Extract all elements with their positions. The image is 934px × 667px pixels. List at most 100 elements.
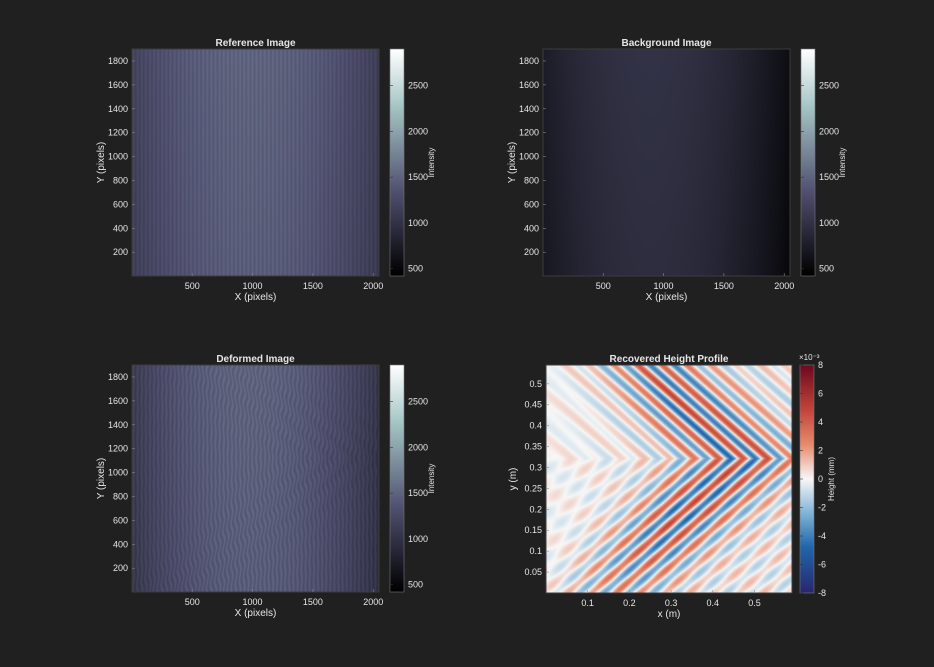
y-tick-label: 1400 xyxy=(108,104,128,114)
y-tick-label: 0.45 xyxy=(524,400,542,410)
y-tick-label: 1800 xyxy=(108,372,128,382)
y-tick-label: 1000 xyxy=(108,152,128,162)
colorbar-tick-label: 2000 xyxy=(819,126,839,136)
axes-frame xyxy=(131,364,380,593)
y-tick-label: 0.3 xyxy=(529,462,542,472)
x-tick-label: 0.2 xyxy=(623,598,636,608)
colorbar-label: Intensity xyxy=(427,464,436,494)
y-tick-label: 0.25 xyxy=(524,483,542,493)
x-tick-label: 0.4 xyxy=(707,598,720,608)
colorbar-frame xyxy=(800,48,816,277)
y-tick-label: 1600 xyxy=(108,80,128,90)
subplot-3 xyxy=(131,364,405,593)
axes-frame xyxy=(545,364,793,594)
y-tick-label: 600 xyxy=(113,515,128,525)
y-tick-label: 200 xyxy=(113,563,128,573)
x-tick-label: 1000 xyxy=(243,281,263,291)
y-tick-label: 0.4 xyxy=(529,421,542,431)
x-tick-label: 500 xyxy=(185,281,200,291)
colorbar-label: Intensity xyxy=(838,148,847,178)
x-axis-label: x (m) xyxy=(658,609,681,620)
colorbar-multiplier: ×10⁻³ xyxy=(799,353,820,362)
y-tick-label: 1400 xyxy=(519,104,539,114)
y-tick-label: 800 xyxy=(113,175,128,185)
colorbar-tick-label: 2000 xyxy=(408,442,428,452)
colorbar-tick-label: 1000 xyxy=(408,218,428,228)
colorbar-tick-label: 2500 xyxy=(819,81,839,91)
colorbar-tick-label: 2000 xyxy=(408,126,428,136)
y-tick-label: 200 xyxy=(524,247,539,257)
axes-frame xyxy=(542,48,791,277)
colorbar xyxy=(390,365,404,592)
y-tick-label: 1600 xyxy=(519,80,539,90)
x-tick-label: 2000 xyxy=(363,597,383,607)
y-axis-label: Y (pixels) xyxy=(96,458,107,500)
x-tick-label: 1000 xyxy=(654,281,674,291)
x-tick-label: 1000 xyxy=(243,597,263,607)
y-tick-label: 400 xyxy=(113,539,128,549)
colorbar-tick-label: 1500 xyxy=(408,172,428,182)
x-tick-label: 1500 xyxy=(303,597,323,607)
plot-area xyxy=(543,49,790,276)
colorbar-tick-label: 2500 xyxy=(408,397,428,407)
y-tick-label: 400 xyxy=(113,223,128,233)
y-tick-label: 1400 xyxy=(108,420,128,430)
y-tick-label: 0.05 xyxy=(524,567,542,577)
y-tick-label: 1000 xyxy=(519,152,539,162)
x-tick-label: 0.5 xyxy=(748,598,761,608)
plot-area xyxy=(132,365,379,592)
colorbar-tick-label: 1000 xyxy=(408,534,428,544)
x-tick-label: 500 xyxy=(185,597,200,607)
x-tick-label: 500 xyxy=(596,281,611,291)
colorbar-tick-label: -8 xyxy=(818,588,826,598)
subplot-2 xyxy=(542,48,816,277)
colorbar-tick-label: 1000 xyxy=(819,218,839,228)
colorbar-frame xyxy=(389,364,405,593)
y-tick-label: 0.1 xyxy=(529,546,542,556)
subplot-4 xyxy=(545,364,815,594)
x-tick-label: 2000 xyxy=(774,281,794,291)
y-tick-label: 600 xyxy=(113,199,128,209)
colorbar-label: Intensity xyxy=(427,148,436,178)
colorbar-tick-label: -6 xyxy=(818,560,826,570)
subplot-1 xyxy=(131,48,405,277)
colorbar xyxy=(390,49,404,276)
colorbar-tick-label: -2 xyxy=(818,503,826,513)
colorbar-tick-label: -4 xyxy=(818,531,826,541)
colorbar xyxy=(800,365,814,593)
y-tick-label: 0.2 xyxy=(529,504,542,514)
colorbar-tick-label: 0 xyxy=(818,474,823,484)
y-tick-label: 1200 xyxy=(519,128,539,138)
colorbar-frame xyxy=(389,48,405,277)
y-tick-label: 1800 xyxy=(519,56,539,66)
x-axis-label: X (pixels) xyxy=(235,292,277,303)
y-tick-label: 1000 xyxy=(108,468,128,478)
colorbar-tick-label: 4 xyxy=(818,417,823,427)
y-tick-label: 800 xyxy=(524,175,539,185)
colorbar-tick-label: 500 xyxy=(408,264,423,274)
y-tick-label: 0.35 xyxy=(524,442,542,452)
colorbar-tick-label: 1500 xyxy=(408,488,428,498)
x-axis-label: X (pixels) xyxy=(646,292,688,303)
colorbar-tick-label: 1500 xyxy=(819,172,839,182)
y-tick-label: 800 xyxy=(113,491,128,501)
x-tick-label: 0.1 xyxy=(581,598,594,608)
colorbar-tick-label: 500 xyxy=(408,580,423,590)
y-tick-label: 1800 xyxy=(108,56,128,66)
axes-title: Recovered Height Profile xyxy=(610,354,729,365)
y-tick-label: 0.15 xyxy=(524,525,542,535)
y-tick-label: 1600 xyxy=(108,396,128,406)
colorbar-tick-label: 6 xyxy=(818,389,823,399)
y-tick-label: 200 xyxy=(113,247,128,257)
colorbar-tick-label: 8 xyxy=(818,360,823,370)
x-tick-label: 1500 xyxy=(303,281,323,291)
x-tick-label: 0.3 xyxy=(665,598,678,608)
x-axis-label: X (pixels) xyxy=(235,608,277,619)
y-tick-label: 1200 xyxy=(108,128,128,138)
plot-area xyxy=(546,365,792,593)
y-axis-label: y (m) xyxy=(508,468,519,491)
y-tick-label: 1200 xyxy=(108,444,128,454)
axes-title: Deformed Image xyxy=(216,354,295,365)
y-tick-label: 400 xyxy=(524,223,539,233)
